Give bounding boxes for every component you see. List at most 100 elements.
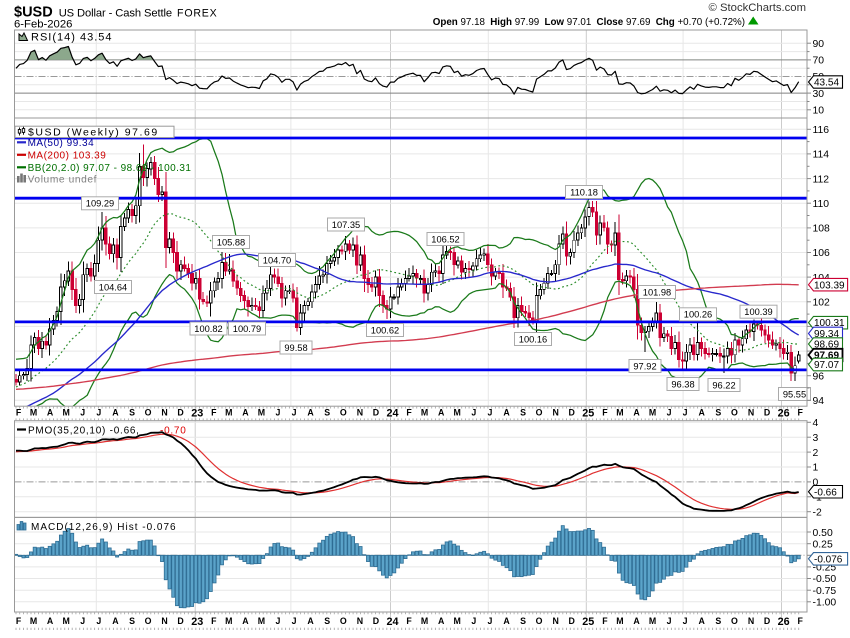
svg-text:MA(50) 99.34: MA(50) 99.34 xyxy=(28,138,95,149)
svg-text:RSI(14) 43.54: RSI(14) 43.54 xyxy=(31,31,112,43)
svg-text:100.62: 100.62 xyxy=(371,325,399,335)
svg-text:43.54: 43.54 xyxy=(814,78,839,89)
svg-text:M: M xyxy=(421,408,428,418)
svg-text:95.55: 95.55 xyxy=(783,389,806,399)
svg-text:99.34: 99.34 xyxy=(814,329,839,340)
svg-text:3: 3 xyxy=(813,433,819,444)
svg-text:J: J xyxy=(471,408,476,418)
svg-text:104.64: 104.64 xyxy=(99,282,127,292)
svg-text:D: D xyxy=(177,616,183,626)
svg-text:1: 1 xyxy=(813,463,819,474)
svg-text:D: D xyxy=(569,408,575,418)
svg-text:S: S xyxy=(715,408,721,418)
svg-text:J: J xyxy=(292,408,297,418)
svg-text:S: S xyxy=(129,408,135,418)
svg-text:S: S xyxy=(715,616,721,626)
svg-text:-0.25: -0.25 xyxy=(813,563,837,574)
svg-text:A: A xyxy=(242,408,249,418)
svg-text:90: 90 xyxy=(813,39,825,50)
svg-text:112: 112 xyxy=(813,174,830,185)
svg-text:100.26: 100.26 xyxy=(684,310,712,320)
svg-text:M: M xyxy=(616,616,623,626)
svg-text:25: 25 xyxy=(582,616,594,628)
svg-text:BB(20,2.0) 97.07 - 98.69 - 100: BB(20,2.0) 97.07 - 98.69 - 100.31 xyxy=(28,163,192,174)
svg-text:97.69: 97.69 xyxy=(814,351,839,362)
svg-text:103.39: 103.39 xyxy=(814,280,845,291)
svg-text:110.18: 110.18 xyxy=(570,187,598,197)
svg-text:D: D xyxy=(373,408,379,418)
svg-text:O: O xyxy=(340,408,347,418)
svg-text:30: 30 xyxy=(813,89,825,100)
svg-text:O: O xyxy=(731,616,738,626)
svg-text:N: N xyxy=(553,408,559,418)
svg-text:J: J xyxy=(80,408,85,418)
svg-text:J: J xyxy=(471,616,476,626)
svg-text:F: F xyxy=(406,408,412,418)
svg-text:F: F xyxy=(211,408,217,418)
svg-text:101.98: 101.98 xyxy=(643,287,671,297)
svg-text:M: M xyxy=(421,616,428,626)
svg-text:N: N xyxy=(357,408,363,418)
svg-text:2: 2 xyxy=(813,448,819,459)
svg-text:J: J xyxy=(667,408,672,418)
svg-text:O: O xyxy=(536,616,543,626)
svg-text:MA(200) 103.39: MA(200) 103.39 xyxy=(28,151,107,162)
svg-text:M: M xyxy=(225,616,232,626)
svg-text:107.35: 107.35 xyxy=(332,220,360,230)
svg-text:D: D xyxy=(373,616,379,626)
svg-text:100.31: 100.31 xyxy=(814,318,845,329)
svg-text:J: J xyxy=(667,616,672,626)
svg-text:-0.076: -0.076 xyxy=(814,554,843,565)
svg-text:0.25: 0.25 xyxy=(813,539,833,550)
svg-text:A: A xyxy=(699,408,706,418)
svg-text:O: O xyxy=(536,408,543,418)
svg-text:M: M xyxy=(258,616,265,626)
svg-text:A: A xyxy=(633,408,640,418)
svg-text:96: 96 xyxy=(813,371,825,382)
svg-text:A: A xyxy=(438,408,445,418)
svg-text:104.70: 104.70 xyxy=(263,255,291,265)
svg-text:F: F xyxy=(211,616,217,626)
svg-text:D: D xyxy=(764,408,770,418)
svg-text:N: N xyxy=(161,408,167,418)
svg-text:D: D xyxy=(764,616,770,626)
svg-text:M: M xyxy=(63,408,70,418)
svg-text:114: 114 xyxy=(813,150,830,161)
svg-text:A: A xyxy=(503,616,510,626)
svg-text:A: A xyxy=(112,616,119,626)
svg-text:M: M xyxy=(454,408,461,418)
svg-text:M: M xyxy=(616,408,623,418)
svg-text:M: M xyxy=(649,408,656,418)
svg-text:96.22: 96.22 xyxy=(712,380,735,390)
svg-text:$USD (Weekly) 97.69: $USD (Weekly) 97.69 xyxy=(28,126,159,138)
svg-text:10: 10 xyxy=(813,106,825,117)
svg-text:J: J xyxy=(683,408,688,418)
svg-text:25: 25 xyxy=(582,407,594,419)
svg-text:24: 24 xyxy=(386,616,398,628)
svg-text:N: N xyxy=(553,616,559,626)
svg-text:A: A xyxy=(438,616,445,626)
svg-text:MACD(12,26,9) Hist -0.076: MACD(12,26,9) Hist -0.076 xyxy=(31,522,177,533)
svg-text:M: M xyxy=(30,408,37,418)
svg-text:J: J xyxy=(96,408,101,418)
svg-text:O: O xyxy=(340,616,347,626)
svg-text:O: O xyxy=(731,408,738,418)
svg-text:94: 94 xyxy=(813,396,825,407)
svg-text:102: 102 xyxy=(813,298,831,309)
svg-text:-2: -2 xyxy=(813,507,822,518)
svg-text:J: J xyxy=(80,616,85,626)
svg-text:J: J xyxy=(487,408,492,418)
svg-text:0.50: 0.50 xyxy=(813,528,833,539)
svg-text:S: S xyxy=(520,408,526,418)
svg-text:S: S xyxy=(324,616,330,626)
svg-text:S: S xyxy=(520,616,526,626)
svg-text:M: M xyxy=(454,616,461,626)
svg-text:A: A xyxy=(112,408,119,418)
svg-text:N: N xyxy=(161,616,167,626)
svg-text:F: F xyxy=(16,616,22,626)
svg-text:23: 23 xyxy=(191,616,203,628)
svg-text:26: 26 xyxy=(778,616,790,628)
svg-text:F: F xyxy=(798,616,804,626)
svg-text:A: A xyxy=(47,616,54,626)
svg-text:97.07: 97.07 xyxy=(814,360,839,371)
